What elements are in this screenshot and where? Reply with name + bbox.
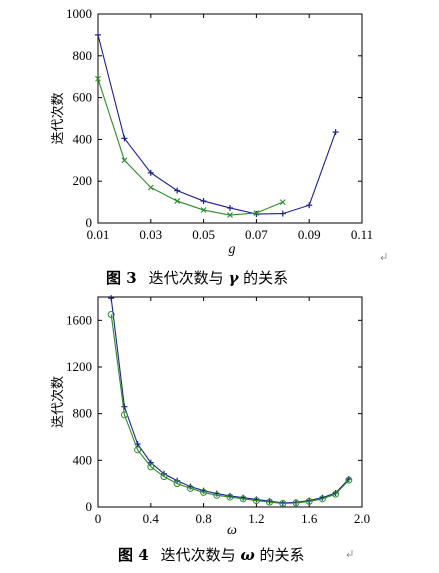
x-tick-label: 1.6 [301,511,318,526]
data-point-circle [305,497,313,505]
data-point-circle [147,463,155,471]
y-tick-label: 1600 [66,312,92,327]
data-point-circle [186,484,194,492]
x-tick-label: 1.2 [248,511,264,526]
data-point-circle [345,476,353,484]
series-line-2 [110,314,350,505]
data-point-circle [200,488,208,496]
data-point-x [253,210,260,216]
data-point-x [279,199,286,205]
plot-frame [97,296,363,508]
data-point-x [147,184,154,191]
caption-text: 迭代次数与 [161,546,241,564]
data-point-x [95,75,101,82]
figure-caption: 图 4 迭代次数与 ω 的关系 [118,546,305,564]
x-tick-label: 0.8 [195,511,211,526]
data-point-plus [147,459,154,466]
chart-iterations-vs-g: 0.01 0.03 0.05 0.07 0.09 0.11 0 200 400 600 800 100… [50,6,387,287]
y-tick-label: 800 [73,406,93,421]
caption-figure-number: 图 3 [106,269,137,287]
y-tick-label: 200 [73,173,93,188]
x-tick-label: 0.03 [139,227,162,242]
paragraph-return-icon [380,253,387,261]
series-line-1 [97,34,337,215]
data-point-plus [121,135,128,142]
y-tick-label: 0 [86,215,93,230]
y-axis-title: 迭代次数 [50,376,66,428]
data-point-circle [213,491,221,499]
data-point-x [227,212,233,218]
x-tick-label: 0.01 [87,227,110,242]
x-tick-label: 2.0 [354,511,370,526]
data-point-circle [292,499,300,507]
x-tick-label: 0.05 [192,227,215,242]
paragraph-return-icon [346,550,353,558]
figure-caption: 图 3 迭代次数与 γ 的关系 [106,269,288,287]
plot-frame [97,13,363,224]
x-tick-label: 0.11 [351,227,373,242]
x-tick-label: 0.4 [143,511,160,526]
data-point-plus [121,403,128,410]
caption-figure-number: 图 4 [118,546,149,564]
x-tick-label: 0.07 [245,227,268,242]
data-point-circle [252,497,260,505]
data-point-x [200,207,207,213]
data-point-plus [227,204,233,211]
series-line-1 [110,298,350,504]
x-axis-title: ω [227,523,237,538]
data-point-circle [318,495,326,503]
y-tick-label: 1000 [66,6,92,21]
data-point-plus [147,169,154,176]
data-point-x [174,198,181,204]
data-point-plus [174,187,181,194]
caption-symbol: ω [240,546,254,564]
chart-iterations-vs-omega: 0 0.4 0.8 1.2 1.6 2.0 0 400 800 1200 1600 迭代次数 ω 图 4 迭… [50,295,370,564]
data-point-circle [160,473,168,481]
caption-suffix: 的关系 [255,546,305,564]
data-point-plus [332,129,339,136]
data-point-circle [226,493,234,501]
y-axis-title: 迭代次数 [50,92,66,144]
y-tick-label: 800 [73,48,93,63]
data-point-plus [108,295,115,302]
data-point-circle [266,498,274,506]
x-axis-title: g [229,242,236,257]
data-point-circle [239,495,247,503]
x-tick-label: 0.09 [298,227,321,242]
data-point-circle [279,500,287,507]
data-point-circle [120,411,128,419]
data-point-plus [200,198,207,205]
data-point-plus [253,211,260,218]
data-point-plus [306,202,313,209]
x-tick-label: 0 [95,511,102,526]
series-line-2 [97,78,284,216]
data-point-x [121,157,128,164]
y-tick-label: 400 [73,131,93,146]
data-point-circle [134,446,142,454]
data-point-circle [332,490,340,498]
y-tick-label: 400 [73,452,93,467]
data-point-plus [279,210,286,217]
y-tick-label: 0 [86,499,93,514]
caption-suffix: 的关系 [238,269,288,287]
caption-text: 迭代次数与 [149,269,229,287]
y-tick-label: 600 [73,90,93,105]
caption-symbol: γ [228,269,239,287]
data-point-plus [95,31,101,38]
y-tick-label: 1200 [66,359,92,374]
data-point-circle [107,311,115,318]
data-point-circle [173,480,181,488]
